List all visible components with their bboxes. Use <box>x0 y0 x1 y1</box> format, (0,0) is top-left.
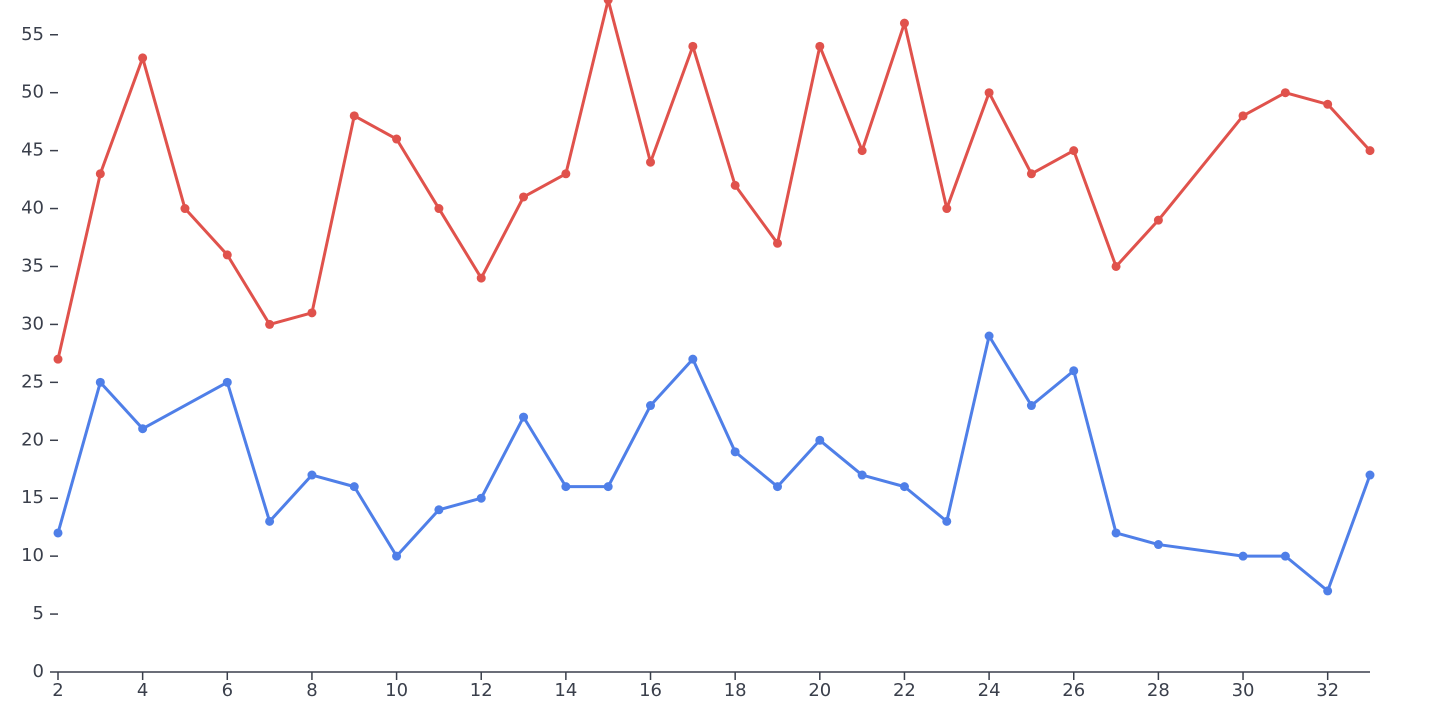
x-tick-label: 12 <box>470 680 493 701</box>
data-point[interactable] <box>1153 215 1163 225</box>
y-tick-label: 45 <box>21 140 44 161</box>
data-point[interactable] <box>899 482 909 492</box>
x-tick-label: 20 <box>808 680 831 701</box>
series-layer <box>53 0 1375 596</box>
y-tick-label: 10 <box>21 545 44 566</box>
data-point[interactable] <box>349 111 359 121</box>
data-point[interactable] <box>1365 146 1375 156</box>
data-point[interactable] <box>1069 366 1079 376</box>
data-point[interactable] <box>434 505 444 515</box>
data-point[interactable] <box>561 169 571 179</box>
data-point[interactable] <box>772 238 782 248</box>
x-tick-label: 2 <box>52 680 63 701</box>
data-point[interactable] <box>265 319 275 329</box>
data-point[interactable] <box>138 53 148 63</box>
data-point[interactable] <box>984 88 994 98</box>
data-point[interactable] <box>688 354 698 364</box>
data-point[interactable] <box>1238 551 1248 561</box>
data-point[interactable] <box>730 180 740 190</box>
x-tick-label: 18 <box>724 680 747 701</box>
data-point[interactable] <box>857 146 867 156</box>
data-point[interactable] <box>53 528 63 538</box>
data-point[interactable] <box>815 435 825 445</box>
y-tick-label: 50 <box>21 82 44 103</box>
x-axis: 2 4 6 8 10 12 14 16 18 20 22 24 26 28 30 32 <box>52 671 1370 701</box>
y-tick-label: 0 <box>33 661 44 682</box>
data-point[interactable] <box>1280 88 1290 98</box>
series-1 <box>53 0 1375 364</box>
data-point[interactable] <box>307 470 317 480</box>
data-point[interactable] <box>265 516 275 526</box>
series-line <box>56 334 1372 593</box>
data-point[interactable] <box>942 204 952 214</box>
y-axis: 0 5 10 15 20 25 30 35 40 45 50 55 <box>21 24 58 682</box>
data-point[interactable] <box>434 204 444 214</box>
series-line <box>56 0 1372 361</box>
data-point[interactable] <box>1153 540 1163 550</box>
data-point[interactable] <box>857 470 867 480</box>
data-point[interactable] <box>476 273 486 283</box>
x-tick-label: 32 <box>1316 680 1339 701</box>
x-tick-label: 10 <box>385 680 408 701</box>
data-point[interactable] <box>561 482 571 492</box>
data-point[interactable] <box>1026 169 1036 179</box>
data-point[interactable] <box>984 331 994 341</box>
data-point[interactable] <box>222 377 232 387</box>
y-tick-label: 55 <box>21 24 44 45</box>
data-point[interactable] <box>519 192 529 202</box>
data-point[interactable] <box>519 412 529 422</box>
y-tick-label: 25 <box>21 371 44 392</box>
data-point[interactable] <box>603 482 613 492</box>
data-point[interactable] <box>646 157 656 167</box>
data-point[interactable] <box>392 551 402 561</box>
data-point[interactable] <box>180 204 190 214</box>
data-point[interactable] <box>1323 586 1333 596</box>
x-tick-label: 14 <box>554 680 577 701</box>
data-point[interactable] <box>95 377 105 387</box>
data-point[interactable] <box>730 447 740 457</box>
y-tick-label: 20 <box>21 429 44 450</box>
x-tick-label: 6 <box>222 680 233 701</box>
x-tick-label: 16 <box>639 680 662 701</box>
data-point[interactable] <box>815 41 825 51</box>
data-point[interactable] <box>688 41 698 51</box>
x-tick-label: 26 <box>1062 680 1085 701</box>
data-point[interactable] <box>772 482 782 492</box>
data-point[interactable] <box>1238 111 1248 121</box>
data-point[interactable] <box>307 308 317 318</box>
data-point[interactable] <box>1365 470 1375 480</box>
x-tick-label: 28 <box>1147 680 1170 701</box>
data-point[interactable] <box>1069 146 1079 156</box>
data-point[interactable] <box>899 18 909 28</box>
data-point[interactable] <box>1111 261 1121 271</box>
data-point[interactable] <box>53 354 63 364</box>
y-tick-label: 15 <box>21 487 44 508</box>
series-2 <box>53 331 1375 596</box>
y-tick-label: 5 <box>33 603 44 624</box>
data-point[interactable] <box>603 0 613 5</box>
data-point[interactable] <box>476 493 486 503</box>
data-point[interactable] <box>392 134 402 144</box>
y-tick-label: 35 <box>21 255 44 276</box>
x-tick-label: 4 <box>137 680 148 701</box>
data-point[interactable] <box>1111 528 1121 538</box>
x-tick-label: 8 <box>306 680 317 701</box>
data-point[interactable] <box>942 516 952 526</box>
data-point[interactable] <box>1026 401 1036 411</box>
x-tick-label: 22 <box>893 680 916 701</box>
x-tick-label: 24 <box>978 680 1001 701</box>
data-point[interactable] <box>138 424 148 434</box>
data-point[interactable] <box>1323 99 1333 109</box>
data-point[interactable] <box>349 482 359 492</box>
x-tick-label: 30 <box>1232 680 1255 701</box>
y-tick-label: 40 <box>21 198 44 219</box>
y-tick-label: 30 <box>21 313 44 334</box>
data-point[interactable] <box>222 250 232 260</box>
data-point[interactable] <box>95 169 105 179</box>
data-point[interactable] <box>1280 551 1290 561</box>
data-point[interactable] <box>646 401 656 411</box>
